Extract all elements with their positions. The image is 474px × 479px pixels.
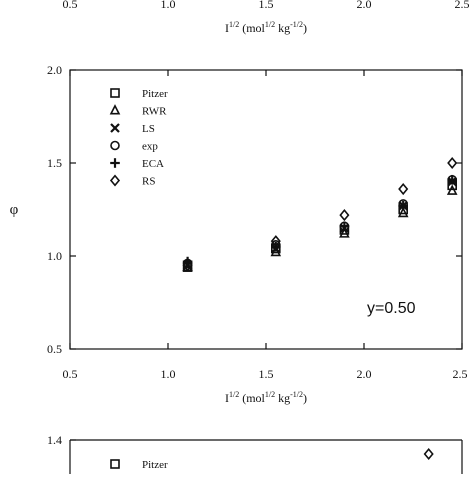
x-tick-label: 2.5 — [453, 367, 468, 381]
data-points — [182, 156, 458, 272]
legend-marker-diamond — [109, 174, 121, 187]
data-point-rs — [339, 209, 350, 222]
data-point-rwr — [339, 227, 350, 238]
top-x-tick-label: 1.0 — [161, 0, 176, 11]
legend-marker-triangle — [109, 104, 121, 115]
legend-marker-plus — [110, 158, 120, 168]
x-tick-label: 0.5 — [63, 367, 78, 381]
legend-label: RWR — [142, 106, 167, 118]
data-point-eca — [339, 221, 350, 232]
legend-label: Pitzer — [142, 88, 168, 100]
data-point-rs — [423, 447, 434, 461]
annotation-y-value: y=0.50 — [367, 300, 416, 317]
data-point-rs — [447, 156, 458, 170]
legend-label: LS — [142, 123, 155, 135]
main-chart-panel: 2.0 1.5 1.0 0.5 0.5 1.0 1.5 2.0 2.5 I1/2… — [10, 63, 468, 405]
legend-label: exp — [142, 141, 158, 153]
legend-marker-square — [110, 459, 120, 469]
legend-label: ECA — [142, 158, 164, 170]
top-x-axis-label: I1/2 (mol1/2 kg-1/2) — [225, 20, 307, 35]
data-point-eca — [447, 174, 457, 185]
data-point-rs — [182, 259, 193, 272]
legend: Pitzer RWR LS exp ECA RS — [109, 88, 168, 188]
data-point-eca — [398, 200, 408, 211]
bottom-partial-chart-panel: 1.4 Pitzer — [47, 433, 463, 474]
top-x-tick-label: 0.5 — [63, 0, 78, 11]
top-x-tick-label: 1.5 — [259, 0, 274, 11]
x-tick-label: 1.0 — [161, 367, 176, 381]
data-point-rs — [398, 182, 409, 196]
legend-label: RS — [142, 176, 155, 188]
y-tick-label: 2.0 — [47, 63, 62, 77]
y-axis-label: φ — [10, 202, 19, 218]
top-x-tick-label: 2.0 — [357, 0, 372, 11]
legend: Pitzer — [110, 459, 168, 471]
legend-marker-x — [110, 123, 120, 133]
data-point-rwr — [446, 184, 458, 195]
y-tick-label: 1.0 — [47, 249, 62, 263]
top-partial-axis: 0.5 1.0 1.5 2.0 2.5 I1/2 (mol1/2 kg-1/2) — [63, 0, 470, 35]
y-tick-label: 0.5 — [47, 342, 62, 356]
x-tick-label: 1.5 — [259, 367, 274, 381]
legend-marker-circle — [110, 140, 120, 151]
axis-ticks — [69, 69, 463, 350]
x-axis-label: I1/2 (mol1/2 kg-1/2) — [225, 390, 307, 405]
top-x-tick-label: 2.5 — [455, 0, 470, 11]
data-points — [423, 447, 434, 461]
legend-marker-square — [110, 88, 120, 98]
x-tick-label: 2.0 — [357, 367, 372, 381]
y-tick-label: 1.4 — [47, 433, 62, 447]
data-point-rwr — [397, 206, 409, 218]
y-tick-label: 1.5 — [47, 156, 62, 170]
legend-label: Pitzer — [142, 459, 168, 471]
data-point-rs — [270, 235, 281, 248]
